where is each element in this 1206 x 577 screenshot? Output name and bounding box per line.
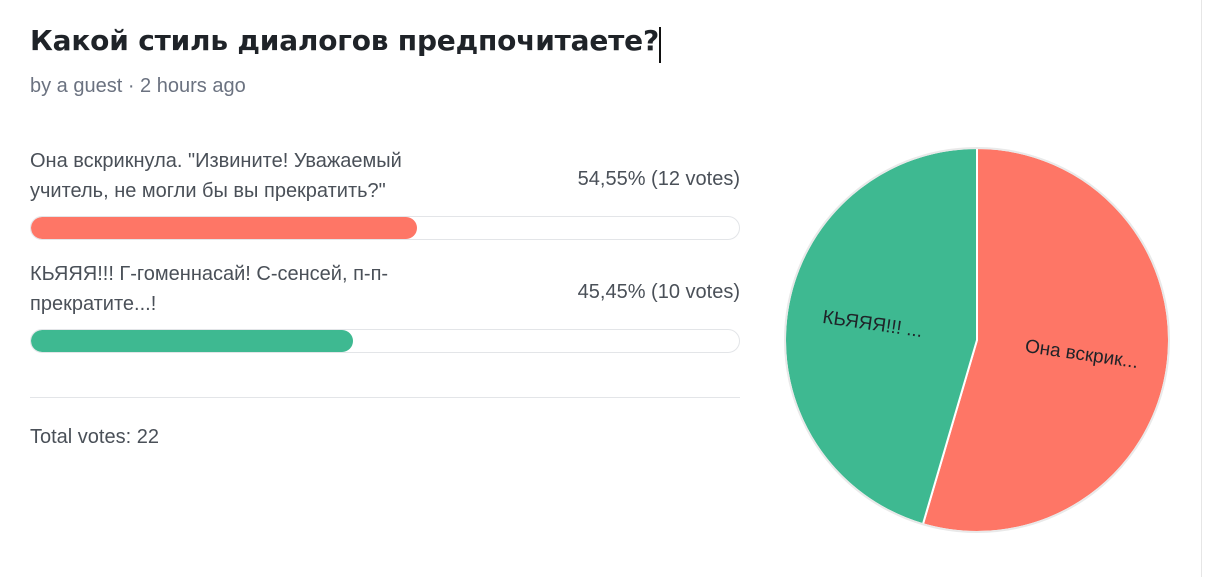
- option-progress-fill: [31, 330, 353, 352]
- pie-outline: [784, 147, 1170, 533]
- poll-option-1[interactable]: Она вскрикнула. "Извините! Уважаемый учи…: [30, 146, 740, 244]
- text-cursor: [659, 27, 661, 63]
- option-progress-fill: [31, 217, 418, 239]
- option-progress-track: [30, 216, 740, 240]
- option-percent: 45,45% (10 votes): [577, 281, 740, 303]
- total-votes: Total votes: 22: [30, 426, 159, 448]
- results-divider: [30, 397, 740, 398]
- poll-option-2[interactable]: КЬЯЯЯ!!! Г-гоменнасай! С-сенсей, п-п-пре…: [30, 259, 740, 357]
- panel-edge-divider: [1201, 0, 1202, 577]
- poll-meta: by a guest · 2 hours ago: [30, 75, 246, 97]
- option-progress-track: [30, 329, 740, 353]
- option-label: Она вскрикнула. "Извините! Уважаемый учи…: [30, 150, 402, 202]
- option-label: КЬЯЯЯ!!! Г-гоменнасай! С-сенсей, п-п-пре…: [30, 263, 389, 315]
- results-pie-chart: Она вскрик...КЬЯЯЯ!!! ...: [784, 146, 1170, 533]
- poll-title: Какой стиль диалогов предпочитаете?: [30, 24, 659, 57]
- option-percent: 54,55% (12 votes): [577, 168, 740, 190]
